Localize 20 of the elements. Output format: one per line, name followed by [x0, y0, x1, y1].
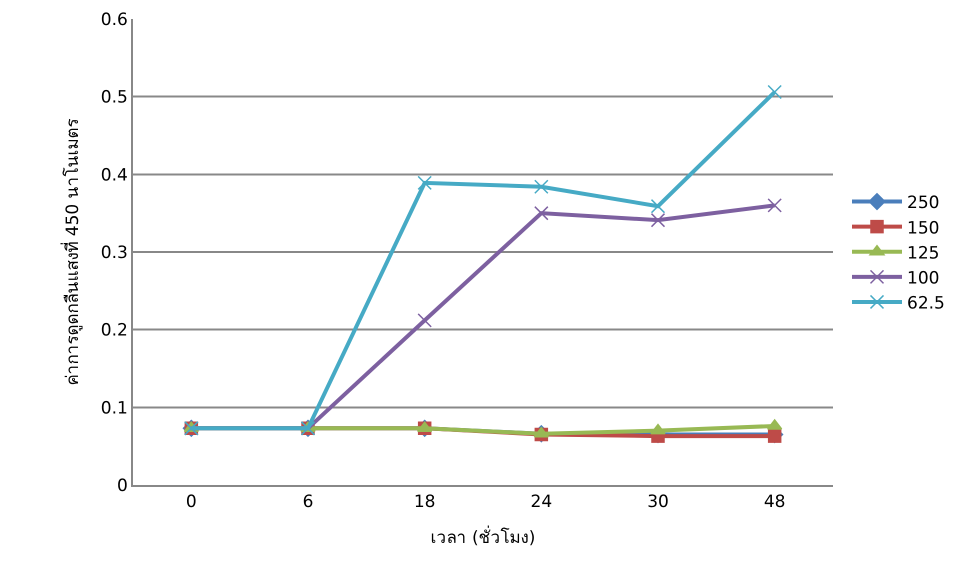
x-tick-label: 24: [530, 492, 552, 512]
legend-label: 150: [907, 218, 940, 238]
x-tick-label: 30: [647, 492, 669, 512]
y-axis-title: ค่าการดูดกลืนแสงที่ 450 นาโนเมตร: [60, 118, 83, 386]
y-tick-label: 0.5: [100, 88, 128, 108]
y-tick-label: 0.3: [100, 242, 128, 263]
y-tick-label: 0: [117, 476, 128, 496]
y-tick-label: 0.1: [100, 398, 128, 418]
legend-label: 125: [907, 243, 940, 264]
legend-label: 100: [907, 268, 940, 288]
x-tick-label: 0: [186, 492, 197, 512]
y-tick-label: 0.6: [100, 10, 128, 30]
legend-label: 62.5: [907, 294, 945, 314]
legend-label: 250: [907, 193, 940, 214]
x-tick-label: 6: [302, 492, 314, 512]
x-tick-label: 48: [764, 492, 786, 512]
x-axis-title: เวลา (ชั่วโมง): [430, 525, 536, 548]
x-tick-label: 18: [414, 492, 436, 512]
y-tick-label: 0.2: [100, 320, 128, 341]
y-tick-label: 0.4: [100, 165, 128, 186]
